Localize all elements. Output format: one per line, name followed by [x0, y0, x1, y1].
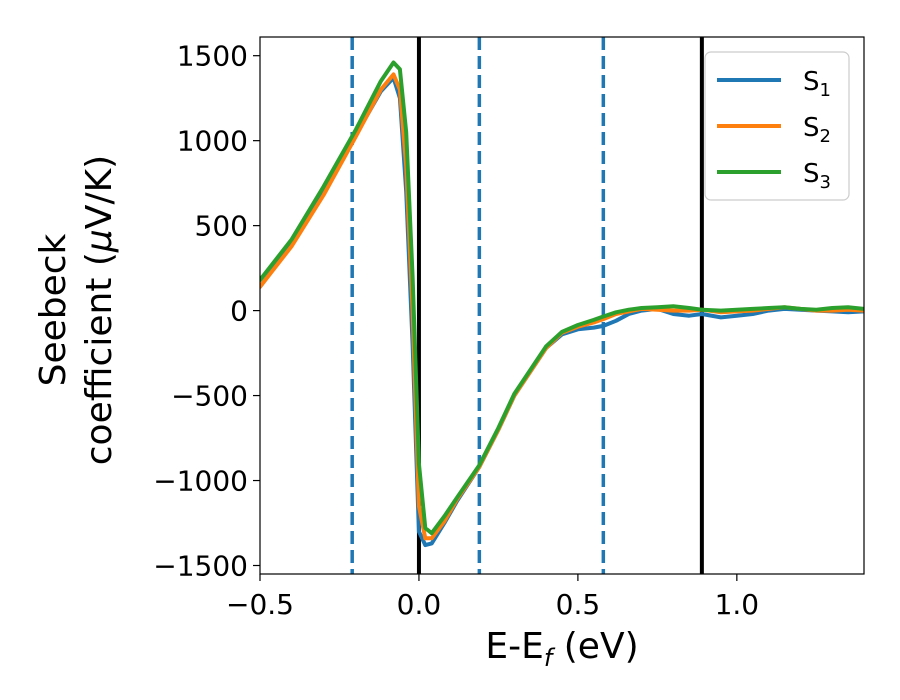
y-axis: −1500 −1000 −500 0 500 1000 1500	[153, 40, 260, 583]
y-axis-label-line2: coefficient (μV/K)	[79, 155, 120, 465]
plot-frame	[259, 36, 865, 575]
legend: S1 S2 S3	[704, 51, 850, 201]
y-axis-label-line1: Seebeck	[33, 233, 74, 386]
legend-label-s2: S2	[803, 113, 831, 147]
x-axis: −0.5 0.0 0.5 1.0	[226, 574, 759, 621]
x-axis-label: E-Ef (eV)	[485, 626, 638, 672]
legend-label-s3: S3	[803, 159, 831, 193]
y-tick-label: 500	[195, 210, 248, 243]
y-tick-label: −1000	[153, 465, 248, 498]
legend-label-s1: S1	[803, 67, 831, 101]
series-line-s3	[260, 60, 864, 536]
series-layer	[260, 60, 864, 548]
x-tick-label: 0.0	[397, 588, 442, 621]
x-tick-label: −0.5	[226, 588, 294, 621]
y-tick-label: 0	[230, 295, 248, 328]
x-tick-label: 0.5	[556, 588, 601, 621]
y-tick-label: −1500	[153, 550, 248, 583]
y-tick-label: 1000	[177, 125, 248, 158]
y-axis-label: Seebeck coefficient (μV/K)	[33, 155, 120, 465]
x-tick-label: 1.0	[715, 588, 760, 621]
y-tick-label: −500	[171, 380, 248, 413]
y-tick-label: 1500	[177, 40, 248, 73]
